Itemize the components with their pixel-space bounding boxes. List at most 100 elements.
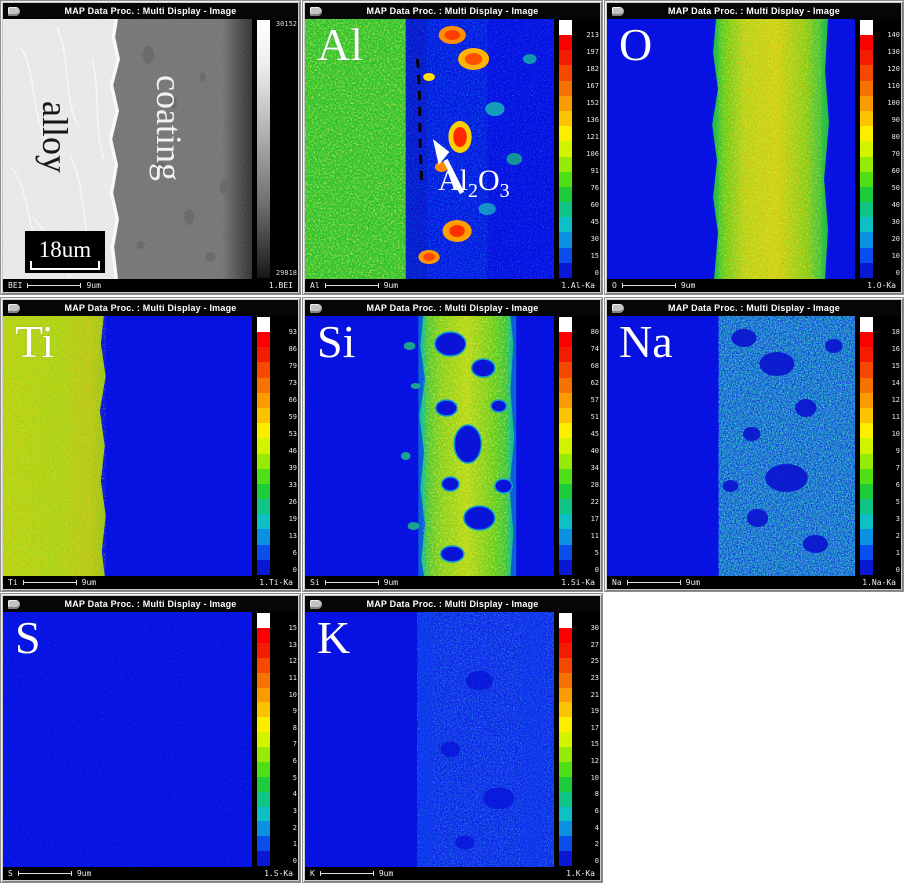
alloy-label: alloy bbox=[35, 101, 75, 173]
colorbar-tick-label: 121 bbox=[586, 133, 599, 141]
colorbar-tick-label: 182 bbox=[586, 65, 599, 73]
colorbar-tick-label: 19 bbox=[590, 707, 599, 716]
colorbar-segment bbox=[860, 362, 873, 378]
window-menu-icon[interactable] bbox=[310, 6, 322, 16]
k-map-image: K bbox=[305, 612, 554, 867]
o-map-image: O bbox=[607, 19, 855, 279]
status-scale: 9um bbox=[383, 578, 399, 587]
colorbar-segment bbox=[559, 217, 572, 233]
colorbar-segment bbox=[257, 514, 270, 530]
colorbar-tick-label: 152 bbox=[586, 99, 599, 107]
colorbar-segment bbox=[257, 702, 270, 718]
colorbar-tick-label: 73 bbox=[288, 379, 297, 387]
colorbar-segment bbox=[860, 262, 873, 278]
colorbar-tick-label: 4 bbox=[594, 823, 599, 832]
window-title: MAP Data Proc. : Multi Display - Image bbox=[64, 6, 237, 16]
colorbar-segment bbox=[559, 80, 572, 96]
window-menu-icon[interactable] bbox=[310, 599, 322, 609]
s-map-image: S bbox=[3, 612, 252, 867]
colorbar-segment bbox=[860, 35, 873, 51]
window-menu-icon[interactable] bbox=[612, 6, 624, 16]
colorbar-segment bbox=[559, 141, 572, 157]
status-signal: BEI bbox=[8, 281, 23, 290]
colorbar-segment bbox=[559, 851, 572, 866]
colorbar-segment bbox=[257, 717, 270, 733]
colorbar-tick-label: 30 bbox=[891, 218, 900, 226]
window-menu-icon[interactable] bbox=[8, 6, 20, 16]
colorbar-tick-label: 2 bbox=[292, 823, 297, 832]
colorbar-segment bbox=[860, 407, 873, 424]
colorbar-segment bbox=[559, 732, 572, 747]
colorbar-labels: 80 74 68 62 57 51 45 40 34 28 22 17 11 5 0 bbox=[574, 317, 599, 575]
colorbar-tick-label: 80 bbox=[891, 133, 900, 141]
window-title: MAP Data Proc. : Multi Display - Image bbox=[366, 303, 539, 313]
window-menu-icon[interactable] bbox=[612, 303, 624, 313]
colorbar-segment bbox=[257, 791, 270, 807]
na-map-art bbox=[607, 316, 855, 576]
colorbar-segment bbox=[257, 747, 270, 762]
status-element: Na bbox=[612, 578, 622, 587]
status-element: O bbox=[612, 281, 617, 290]
window-titlebar[interactable]: MAP Data Proc. : Multi Display - Image bbox=[305, 3, 600, 19]
colorbar-tick-label: 26 bbox=[288, 498, 297, 506]
colorbar-segment bbox=[860, 499, 873, 515]
colorbar-overflow-segment bbox=[559, 20, 572, 35]
colorbar-tick-label: 0 bbox=[292, 856, 297, 865]
colorbar-segment bbox=[860, 483, 873, 500]
colorbar-tick-label: 11 bbox=[288, 673, 297, 682]
colorbar-strip bbox=[860, 317, 873, 575]
element-label: Na bbox=[619, 316, 673, 367]
window-titlebar[interactable]: MAP Data Proc. : Multi Display - Image bbox=[3, 300, 298, 316]
colorbar-tick-label: 22 bbox=[590, 498, 599, 506]
colorbar-segment bbox=[559, 836, 572, 852]
statusbar: Al 9um 1.Al-Ka bbox=[305, 279, 600, 292]
window-menu-icon[interactable] bbox=[310, 303, 322, 313]
colorbar-strip bbox=[257, 317, 270, 575]
colorbar-segment bbox=[559, 347, 572, 363]
statusbar: Si 9um 1.Si-Ka bbox=[305, 576, 600, 589]
colorbar-segment bbox=[257, 453, 270, 469]
colorbar-tick-label: 59 bbox=[288, 413, 297, 421]
window-titlebar[interactable]: MAP Data Proc. : Multi Display - Image bbox=[305, 596, 600, 612]
colorbar-segment bbox=[860, 468, 873, 484]
colorbar-segment bbox=[257, 642, 270, 658]
colorbar-tick-label: 40 bbox=[590, 447, 599, 455]
colorbar-tick-label: 213 bbox=[586, 31, 599, 39]
k-map-art bbox=[305, 612, 554, 867]
colorbar-strip bbox=[860, 20, 873, 278]
edge-patches bbox=[400, 342, 421, 530]
colorbar-segment bbox=[860, 559, 873, 575]
colorbar-tick-label: 70 bbox=[891, 150, 900, 158]
colorbar-segment bbox=[860, 347, 873, 363]
window-titlebar[interactable]: MAP Data Proc. : Multi Display - Image bbox=[305, 300, 600, 316]
colorbar-segment bbox=[257, 392, 270, 408]
colorbar-tick-label: 167 bbox=[586, 82, 599, 90]
colorbar-segment bbox=[860, 438, 873, 454]
status-scale: 9um bbox=[680, 281, 696, 290]
scale-ruler-icon bbox=[621, 283, 676, 288]
window-si: MAP Data Proc. : Multi Display - Image bbox=[302, 297, 603, 592]
window-title: MAP Data Proc. : Multi Display - Image bbox=[64, 303, 237, 313]
si-map-image: Si bbox=[305, 316, 554, 576]
colorbar-segment bbox=[559, 672, 572, 688]
window-titlebar[interactable]: MAP Data Proc. : Multi Display - Image bbox=[3, 3, 298, 19]
rainbow-colorbar: 213 197 182 167 152 136 121 106 91 76 60 45 30 15 0 bbox=[554, 19, 600, 279]
colorbar-segment bbox=[559, 110, 572, 127]
colorbar-segment bbox=[860, 377, 873, 393]
si-map-art bbox=[305, 316, 554, 576]
window-titlebar[interactable]: MAP Data Proc. : Multi Display - Image bbox=[3, 596, 298, 612]
window-titlebar[interactable]: MAP Data Proc. : Multi Display - Image bbox=[607, 3, 901, 19]
window-menu-icon[interactable] bbox=[8, 303, 20, 313]
colorbar-segment bbox=[860, 156, 873, 172]
colorbar-tick-label: 10 bbox=[288, 690, 297, 699]
colorbar-segment bbox=[559, 657, 572, 673]
status-channel: 1.O-Ka bbox=[867, 281, 896, 290]
void-particles bbox=[434, 331, 514, 563]
status-channel: 1.K-Ka bbox=[566, 869, 595, 878]
colorbar-labels: 18 16 15 14 12 11 10 9 7 6 5 3 2 1 0 bbox=[875, 317, 900, 575]
window-titlebar[interactable]: MAP Data Proc. : Multi Display - Image bbox=[607, 300, 901, 316]
colorbar-tick-label: 17 bbox=[590, 515, 599, 523]
window-menu-icon[interactable] bbox=[8, 599, 20, 609]
colorbar-segment bbox=[257, 423, 270, 439]
colorbar-segment bbox=[559, 761, 572, 777]
